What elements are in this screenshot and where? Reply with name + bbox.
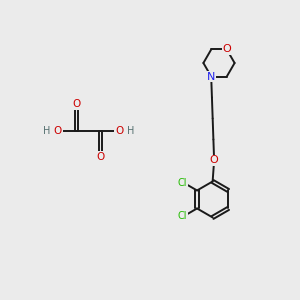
Text: O: O bbox=[210, 155, 218, 166]
Text: H: H bbox=[127, 125, 134, 136]
Text: O: O bbox=[54, 125, 62, 136]
Text: O: O bbox=[115, 125, 123, 136]
Text: Cl: Cl bbox=[178, 178, 187, 188]
Text: N: N bbox=[207, 71, 215, 82]
Text: Cl: Cl bbox=[178, 211, 187, 221]
Text: O: O bbox=[72, 99, 81, 109]
Text: H: H bbox=[43, 125, 50, 136]
Text: O: O bbox=[222, 44, 231, 55]
Text: O: O bbox=[96, 152, 105, 162]
